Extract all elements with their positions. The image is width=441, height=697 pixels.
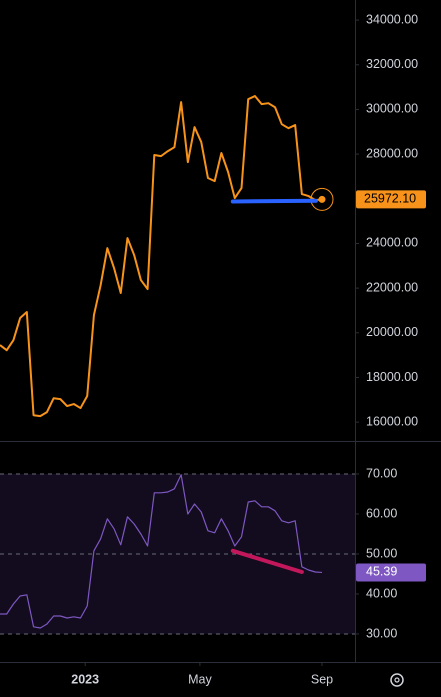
y-tick-label: 18000.00 [366, 370, 418, 384]
y-tick-label: 20000.00 [366, 325, 418, 339]
x-tick-label: 2023 [71, 672, 99, 686]
last-point [318, 195, 326, 203]
trend-drawing [230, 548, 304, 574]
x-tick-label: May [188, 672, 212, 686]
last-value-label: 25972.10 [364, 192, 416, 206]
series-line [0, 474, 323, 629]
y-tick-label: 32000.00 [366, 57, 418, 71]
y-tick-label: 34000.00 [366, 12, 418, 26]
trend-drawing [230, 198, 318, 204]
y-tick-label: 30.00 [366, 626, 397, 640]
y-tick-label: 50.00 [366, 546, 397, 560]
settings-button[interactable] [390, 673, 404, 687]
settings-icon-center[interactable] [394, 677, 400, 683]
y-tick-label: 40.00 [366, 586, 397, 600]
y-tick-label: 60.00 [366, 506, 397, 520]
last-value-box [356, 190, 426, 209]
x-tick-label: Sep [311, 672, 333, 686]
y-tick-label: 28000.00 [366, 146, 418, 160]
y-tick-label: 24000.00 [366, 236, 418, 250]
last-value-box [356, 563, 426, 582]
settings-icon[interactable] [390, 673, 404, 687]
series-line [0, 95, 323, 418]
last-value-label: 45.39 [366, 565, 397, 579]
y-tick-label: 30000.00 [366, 102, 418, 116]
y-tick-label: 22000.00 [366, 280, 418, 294]
y-tick-label: 70.00 [366, 466, 397, 480]
y-tick-label: 16000.00 [366, 414, 418, 428]
